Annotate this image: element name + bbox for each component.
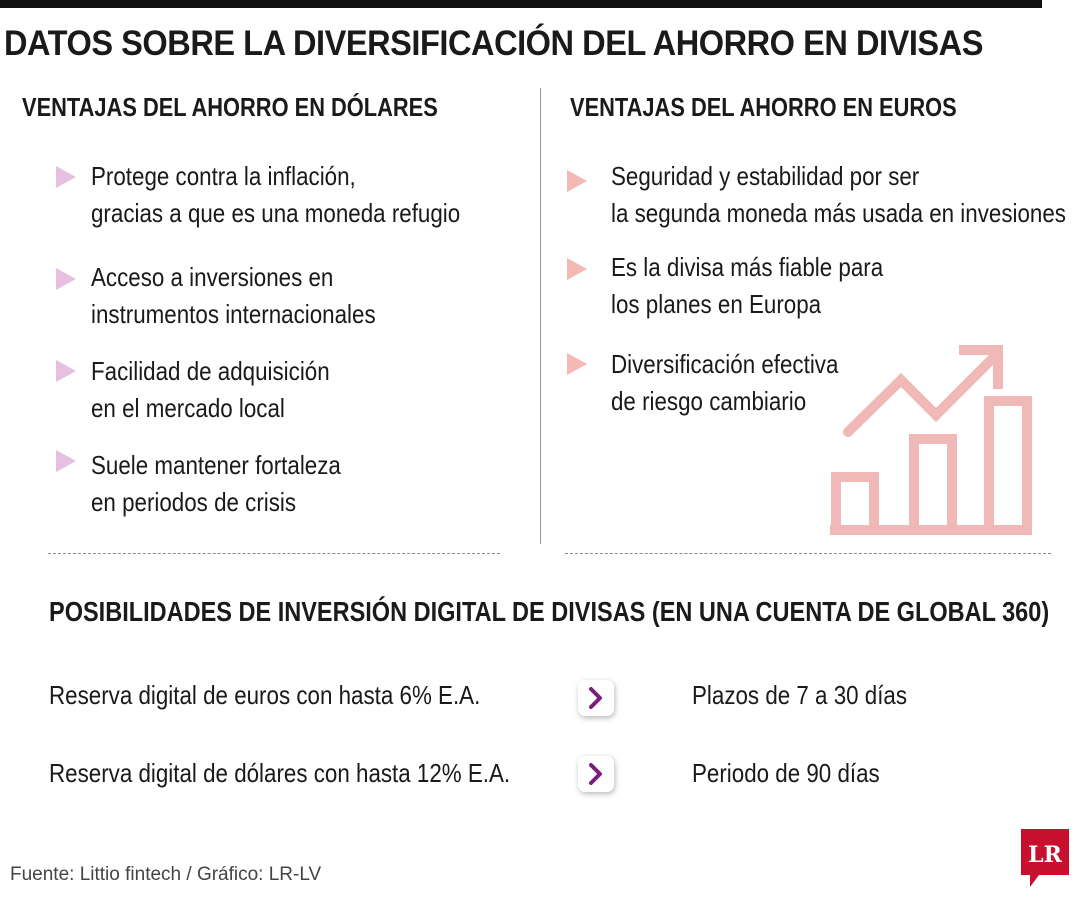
dollars-item-line: en el mercado local [91,393,285,423]
triangle-bullet-icon [56,166,76,188]
chevron-right-icon [578,756,614,792]
euros-item: Seguridad y estabilidad por ser la segun… [611,158,1066,232]
euros-item-line: los planes en Europa [611,289,822,319]
dollars-item-line: instrumentos internacionales [91,299,376,329]
dollars-item-line: gracias a que es una moneda refugio [91,198,461,228]
top-rule [0,0,1042,8]
column-divider [540,88,541,544]
euros-item-line: la segunda moneda más usada en invesione… [611,198,1066,228]
chevron-right-icon [589,763,602,785]
triangle-bullet-icon [56,360,76,382]
dollars-item: Protege contra la inflación, gracias a q… [91,158,460,232]
euros-item-line: Diversificación efectiva [611,349,839,379]
triangle-bullet-icon [567,258,587,280]
section-separator [565,553,1051,554]
page-title: DATOS SOBRE LA DIVERSIFICACIÓN DEL AHORR… [4,24,983,63]
source-credit: Fuente: Littio fintech / Gráfico: LR-LV [10,864,322,885]
lr-logo: LR [1021,829,1069,887]
dollars-item-line: en periodos de crisis [91,487,297,517]
dollars-item-line: Protege contra la inflación, [91,161,356,191]
dollars-item-line: Acceso a inversiones en [91,262,334,292]
dollars-item: Facilidad de adquisición en el mercado l… [91,353,330,427]
logo-text: LR [1028,842,1062,868]
triangle-bullet-icon [56,450,76,472]
triangle-bullet-icon [56,268,76,290]
dollars-item: Suele mantener fortaleza en periodos de … [91,447,341,521]
triangle-bullet-icon [567,353,587,375]
dollars-item-line: Suele mantener fortaleza [91,450,341,480]
euros-item-line: Seguridad y estabilidad por ser [611,161,920,191]
euros-item-line: Es la divisa más fiable para [611,252,884,282]
dollars-item: Acceso a inversiones en instrumentos int… [91,259,376,333]
dollars-item-line: Facilidad de adquisición [91,356,330,386]
growth-chart-icon [830,345,1032,535]
euros-item-line: de riesgo cambiario [611,386,807,416]
offer-text: Reserva digital de euros con hasta 6% E.… [49,680,481,710]
euros-heading: VENTAJAS DEL AHORRO EN EUROS [570,92,957,122]
triangle-bullet-icon [567,170,587,192]
euros-item: Es la divisa más fiable para los planes … [611,249,883,323]
chevron-right-icon [589,687,602,709]
term-text: Periodo de 90 días [692,758,880,788]
section-separator [48,553,500,554]
digital-heading: POSIBILIDADES DE INVERSIÓN DIGITAL DE DI… [49,596,1050,627]
chevron-right-icon [578,680,614,716]
dollars-heading: VENTAJAS DEL AHORRO EN DÓLARES [22,92,438,122]
term-text: Plazos de 7 a 30 días [692,680,908,710]
euros-item: Diversificación efectiva de riesgo cambi… [611,346,838,420]
offer-text: Reserva digital de dólares con hasta 12%… [49,758,511,788]
